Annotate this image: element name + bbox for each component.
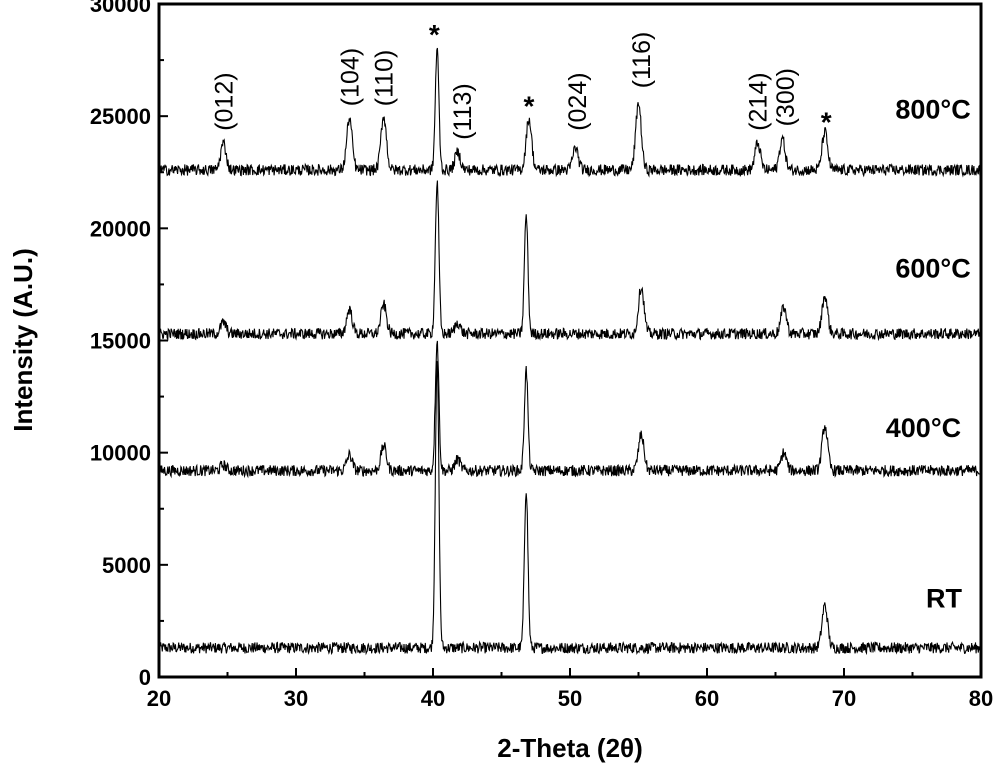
series-label: RT xyxy=(926,583,962,613)
x-tick-label: 80 xyxy=(969,686,993,711)
series-layer xyxy=(158,47,982,656)
series-line xyxy=(158,47,982,178)
peak-index-label: (110) xyxy=(371,50,399,107)
y-tick-label: 15000 xyxy=(90,329,151,354)
peak-index-label: (104) xyxy=(336,48,364,106)
y-tick-label: 10000 xyxy=(90,441,151,466)
y-tick-label: 20000 xyxy=(90,216,151,241)
peak-index-label: (024) xyxy=(564,72,592,130)
x-axis-title: 2-Theta (2θ) xyxy=(497,733,643,763)
series-label: 600°C xyxy=(895,254,970,284)
labels-layer: (012) (104) (110) * (113) * (024) (116) (214) (30… xyxy=(210,19,970,614)
peak-star-marker: * xyxy=(429,19,440,50)
series-label: 400°C xyxy=(886,413,961,443)
peak-index-label: (300) xyxy=(772,68,800,126)
peak-index-label: (214) xyxy=(745,72,773,130)
series-line xyxy=(158,360,982,656)
axes-layer: 20 30 40 50 60 70 80 0 5000 10000 15000 20000 25000 3… xyxy=(90,0,993,711)
series-line xyxy=(158,180,982,342)
x-tick-label: 60 xyxy=(695,686,719,711)
peak-star-marker: * xyxy=(821,106,832,137)
x-tick-label: 20 xyxy=(147,686,171,711)
x-tick-label: 40 xyxy=(421,686,445,711)
peak-index-label: (012) xyxy=(210,72,238,130)
y-axis-title: Intensity (A.U.) xyxy=(8,248,38,431)
peak-index-label: (113) xyxy=(449,83,477,140)
peak-star-marker: * xyxy=(523,91,534,122)
series-line xyxy=(158,340,982,479)
x-tick-label: 50 xyxy=(558,686,582,711)
y-tick-label: 30000 xyxy=(90,0,151,17)
x-tick-label: 30 xyxy=(284,686,308,711)
x-tick-label: 70 xyxy=(832,686,856,711)
y-tick-label: 25000 xyxy=(90,104,151,129)
peak-index-label: (116) xyxy=(628,32,656,89)
y-tick-label: 5000 xyxy=(102,553,151,578)
series-label: 800°C xyxy=(895,94,970,124)
y-tick-label: 0 xyxy=(139,665,151,690)
